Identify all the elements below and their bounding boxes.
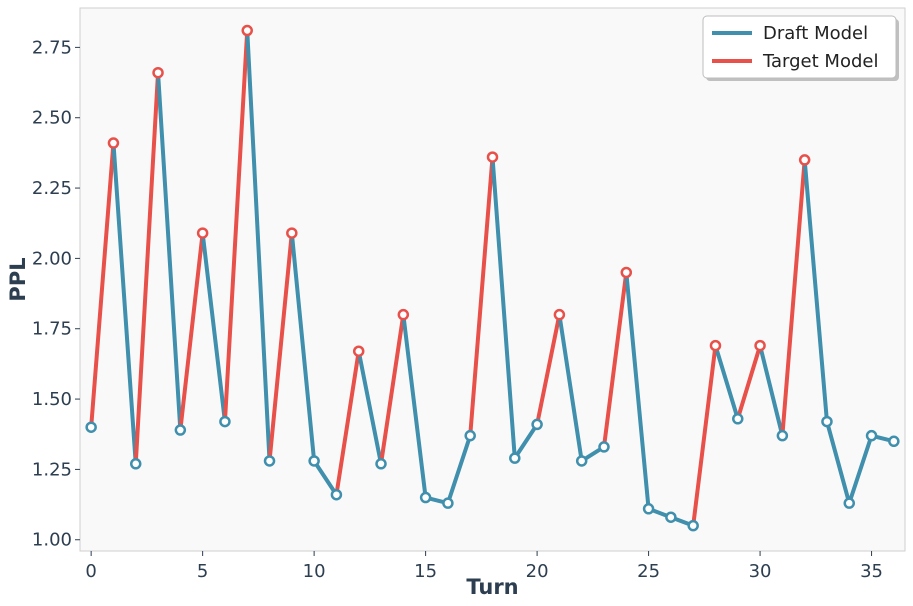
y-axis: 1.00 1.25 1.50 1.75 2.00 2.25 2.50 2.75 [32, 37, 80, 551]
draft-model-point [598, 441, 610, 453]
target-model-point [754, 339, 766, 352]
draft-model-point [732, 413, 744, 425]
x-tick-label: 15 [414, 561, 437, 582]
target-model-point [241, 24, 253, 37]
draft-model-segment [245, 28, 272, 463]
target-model-segment [535, 312, 562, 427]
target-model-point [196, 227, 209, 239]
draft-model-point [865, 429, 878, 442]
y-tick-label: 1.75 [32, 319, 72, 340]
draft-model-point [575, 455, 588, 467]
draft-model-point [85, 421, 97, 433]
x-tick-label: 0 [85, 561, 96, 582]
y-tick-label: 2.25 [32, 178, 72, 199]
draft-model-point [219, 415, 231, 428]
target-model-point [352, 345, 365, 357]
target-model-segment [735, 343, 763, 421]
y-tick-label: 2.75 [32, 37, 72, 58]
draft-model-point [464, 429, 476, 442]
draft-model-point [821, 415, 833, 428]
x-axis-title: Turn [466, 575, 518, 599]
target-model-segment [178, 231, 205, 433]
draft-model-point [419, 491, 432, 504]
draft-model-segment [289, 231, 317, 463]
target-model-point [152, 66, 164, 79]
target-model-segment [133, 70, 161, 466]
x-tick-label: 30 [749, 561, 772, 582]
draft-model-segment [847, 433, 874, 506]
target-model-segment [334, 349, 361, 497]
x-tick-label: 20 [526, 561, 549, 582]
draft-model-point [442, 497, 454, 509]
draft-model-segment [445, 433, 473, 506]
x-tick-label: 25 [637, 561, 660, 582]
draft-model-point [263, 455, 276, 467]
target-model-segment [691, 343, 718, 528]
draft-model-segment [356, 349, 384, 466]
target-model-point [620, 266, 633, 279]
target-model-segment [780, 157, 807, 438]
draft-model-segment [111, 141, 138, 466]
y-tick-label: 1.00 [32, 530, 72, 551]
x-axis: 0 5 10 15 20 25 30 35 [85, 551, 883, 582]
draft-model-segment [401, 312, 428, 500]
draft-model-segment [512, 422, 540, 461]
draft-model-point [375, 458, 387, 470]
draft-model-point [129, 458, 142, 470]
draft-model-segment [312, 458, 339, 497]
target-model-segment [601, 270, 629, 449]
y-tick-label: 2.50 [32, 108, 72, 129]
target-model-segment [379, 312, 406, 466]
target-model-segment [468, 155, 495, 438]
target-model-point [397, 308, 410, 321]
y-tick-label: 2.00 [32, 248, 72, 269]
draft-model-segment [156, 70, 183, 433]
target-model-point [486, 151, 499, 163]
x-tick-label: 10 [303, 561, 326, 582]
draft-model-point [174, 424, 187, 436]
draft-model-point [330, 488, 343, 501]
x-tick-label: 35 [860, 561, 883, 582]
line-segments [89, 28, 896, 528]
draft-model-segment [624, 270, 651, 511]
data-points [85, 24, 900, 532]
x-tick-label: 5 [197, 561, 208, 582]
plot-area [79, 7, 906, 552]
draft-model-point [843, 497, 856, 509]
y-tick-label: 1.25 [32, 459, 72, 480]
target-model-segment [89, 141, 116, 430]
draft-model-segment [824, 419, 852, 506]
draft-model-point [687, 519, 699, 532]
legend: Draft Model Target Model [702, 15, 899, 81]
target-model-segment [222, 28, 250, 424]
legend-label: Draft Model [763, 23, 868, 44]
draft-model-segment [490, 155, 517, 461]
draft-model-point [509, 452, 521, 464]
draft-model-segment [557, 312, 584, 463]
draft-model-segment [802, 157, 829, 424]
draft-model-point [642, 503, 655, 515]
target-model-point [709, 339, 722, 352]
target-model-point [798, 154, 811, 166]
draft-model-point [888, 435, 900, 448]
y-axis-title: PPL [6, 257, 30, 301]
draft-model-segment [713, 343, 740, 421]
target-model-segment [267, 231, 294, 463]
target-model-point [107, 137, 120, 149]
y-tick-label: 1.50 [32, 389, 72, 410]
draft-model-point [776, 429, 789, 442]
draft-model-point [531, 418, 543, 431]
draft-model-point [308, 455, 320, 467]
draft-model-point [665, 511, 677, 523]
legend-label: Target Model [762, 51, 878, 72]
draft-model-segment [758, 343, 785, 438]
target-model-point [286, 227, 298, 239]
draft-model-segment [200, 231, 227, 424]
target-model-point [553, 308, 566, 321]
